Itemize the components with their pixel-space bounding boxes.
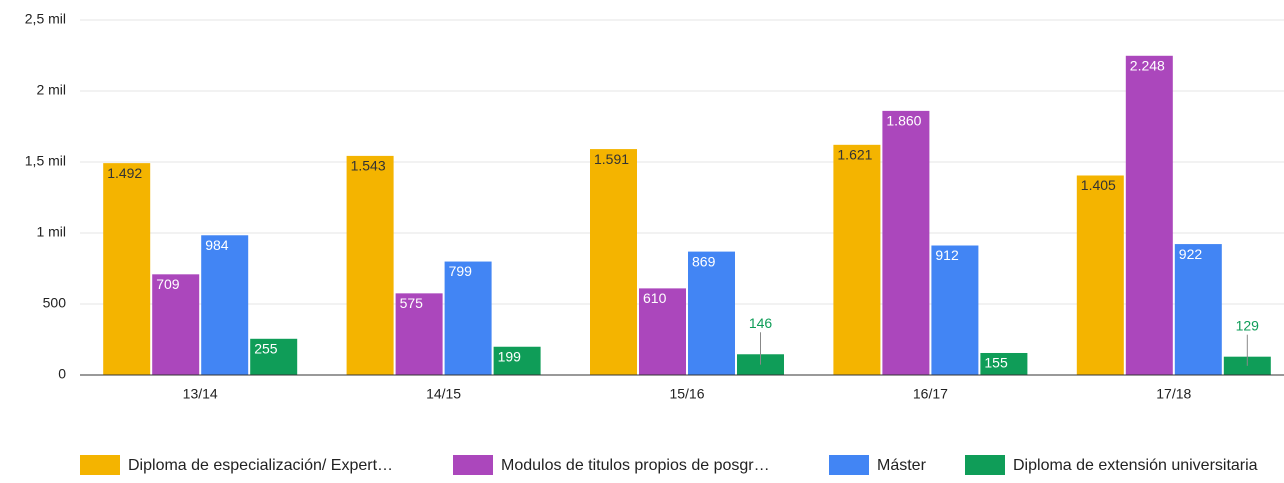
- data-label: 922: [1179, 246, 1203, 262]
- data-label: 1.591: [594, 151, 629, 167]
- data-label: 575: [400, 295, 424, 311]
- x-tick-label: 13/14: [183, 386, 218, 402]
- data-label: 1.405: [1081, 177, 1116, 193]
- y-tick-label: 2,5 mil: [25, 11, 66, 27]
- data-label: 1.860: [886, 113, 921, 129]
- bar: [201, 235, 249, 375]
- bar: [833, 144, 881, 375]
- data-label: 129: [1236, 317, 1260, 333]
- bar: [688, 251, 735, 375]
- bar: [346, 155, 394, 375]
- bar: [493, 346, 541, 375]
- x-tick-label: 17/18: [1156, 386, 1191, 402]
- bar: [980, 352, 1028, 375]
- bar: [590, 149, 637, 375]
- data-label: 1.621: [837, 147, 872, 163]
- data-label: 869: [692, 253, 716, 269]
- data-label: 1.543: [351, 158, 386, 174]
- legend-swatch: [829, 455, 869, 475]
- y-tick-label: 0: [58, 366, 66, 382]
- y-tick-label: 500: [43, 295, 67, 311]
- legend-swatch: [965, 455, 1005, 475]
- bar: [103, 163, 151, 375]
- bar: [1125, 55, 1173, 376]
- x-tick-label: 16/17: [913, 386, 948, 402]
- bar: [639, 288, 686, 375]
- data-label: 255: [254, 340, 278, 356]
- bar: [152, 274, 200, 375]
- bar: [882, 110, 930, 375]
- data-label: 199: [498, 348, 522, 364]
- legend-label: Diploma de especialización/ Expert…: [128, 457, 393, 474]
- data-label: 912: [935, 247, 959, 263]
- data-label: 799: [449, 263, 473, 279]
- x-tick-label: 14/15: [426, 386, 461, 402]
- legend-label: Diploma de extensión universitaria: [1013, 457, 1258, 474]
- x-tick-label: 15/16: [669, 386, 704, 402]
- bar: [1174, 244, 1222, 375]
- bar: [250, 338, 298, 375]
- data-label: 1.492: [107, 165, 142, 181]
- data-label: 610: [643, 290, 667, 306]
- data-label: 146: [749, 315, 773, 331]
- legend-swatch: [453, 455, 493, 475]
- bar: [1076, 175, 1124, 375]
- bar: [395, 293, 443, 375]
- data-label: 984: [205, 237, 229, 253]
- bar: [444, 261, 492, 375]
- y-tick-label: 2 mil: [36, 82, 66, 98]
- data-label: 709: [156, 276, 180, 292]
- legend-swatch: [80, 455, 120, 475]
- data-label: 2.248: [1130, 57, 1165, 73]
- legend-label: Máster: [877, 457, 927, 474]
- data-label: 155: [984, 355, 1008, 371]
- bar: [931, 245, 979, 375]
- y-tick-label: 1 mil: [36, 224, 66, 240]
- legend-label: Modulos de titulos propios de posgr…: [501, 457, 770, 474]
- y-tick-label: 1,5 mil: [25, 153, 66, 169]
